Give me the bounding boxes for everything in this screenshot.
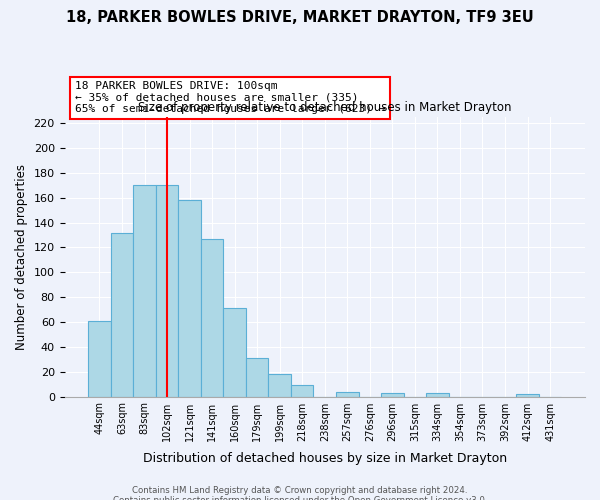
Title: Size of property relative to detached houses in Market Drayton: Size of property relative to detached ho… xyxy=(138,102,512,114)
Bar xyxy=(223,308,246,396)
Bar xyxy=(291,386,313,396)
Bar xyxy=(156,186,178,396)
Bar xyxy=(246,358,268,397)
Bar xyxy=(201,239,223,396)
Bar xyxy=(133,186,156,396)
X-axis label: Distribution of detached houses by size in Market Drayton: Distribution of detached houses by size … xyxy=(143,452,507,465)
Text: Contains HM Land Registry data © Crown copyright and database right 2024.: Contains HM Land Registry data © Crown c… xyxy=(132,486,468,495)
Bar xyxy=(111,232,133,396)
Text: Contains public sector information licensed under the Open Government Licence v3: Contains public sector information licen… xyxy=(113,496,487,500)
Text: 18 PARKER BOWLES DRIVE: 100sqm
← 35% of detached houses are smaller (335)
65% of: 18 PARKER BOWLES DRIVE: 100sqm ← 35% of … xyxy=(75,81,385,114)
Bar xyxy=(426,393,449,396)
Bar xyxy=(268,374,291,396)
Bar xyxy=(381,393,404,396)
Bar xyxy=(516,394,539,396)
Bar xyxy=(178,200,201,396)
Text: 18, PARKER BOWLES DRIVE, MARKET DRAYTON, TF9 3EU: 18, PARKER BOWLES DRIVE, MARKET DRAYTON,… xyxy=(66,10,534,25)
Bar xyxy=(88,321,111,396)
Y-axis label: Number of detached properties: Number of detached properties xyxy=(15,164,28,350)
Bar xyxy=(336,392,359,396)
